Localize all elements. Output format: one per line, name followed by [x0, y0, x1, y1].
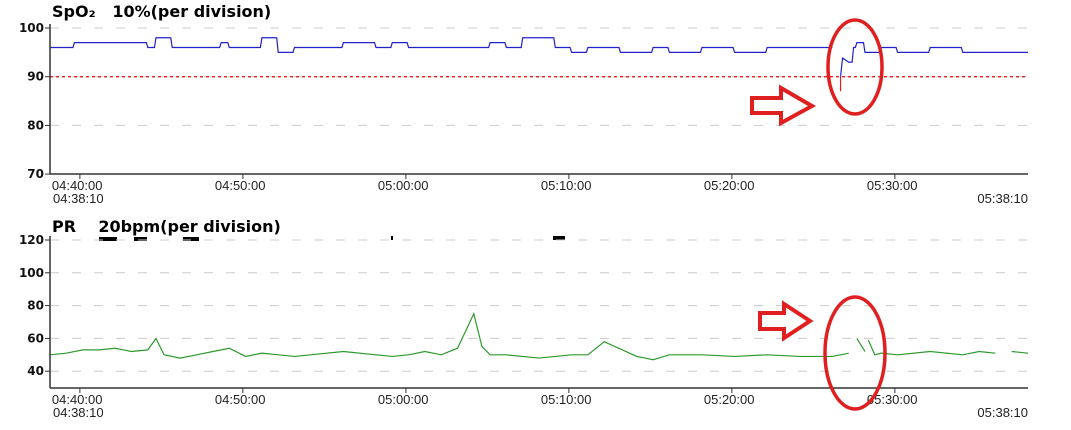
spo2-x-tick-label: 04:40:00	[52, 178, 103, 193]
pr-chart-panel: PR 20bpm(per division) 120 100 80 60 40 04:4…	[0, 215, 1071, 430]
spo2-x-tick-label: 05:00:00	[378, 178, 429, 193]
spo2-arrow-annotation	[750, 84, 817, 127]
pr-scale-label: 20bpm(per division)	[98, 217, 281, 236]
pr-y-tick-label: 40	[27, 364, 44, 378]
spo2-axes	[45, 24, 1028, 179]
spo2-param-label: SpO₂	[52, 2, 96, 21]
spo2-y-tick-label: 90	[27, 70, 44, 84]
pr-start-time: 04:38:10	[53, 405, 104, 420]
spo2-y-tick-label: 100	[19, 21, 44, 35]
spo2-x-tick-label: 05:30:00	[867, 178, 918, 193]
pr-axes	[45, 236, 1028, 393]
pr-gridlines	[50, 239, 1028, 372]
spo2-x-tick-label: 05:10:00	[541, 178, 592, 193]
pr-y-axis-labels: 120 100 80 60 40	[19, 233, 44, 378]
pr-trace	[49, 312, 1029, 361]
spo2-scale-label: 10%(per division)	[112, 2, 272, 21]
spo2-y-tick-label: 70	[27, 167, 44, 181]
spo2-end-time: 05:38:10	[977, 191, 1028, 206]
spo2-plot: 100 90 80 70 04:40:00 04:50:00 05:00:00 05:10:…	[19, 18, 1028, 206]
pr-arrow-annotation	[758, 300, 814, 342]
pr-x-tick-label: 05:00:00	[378, 392, 429, 407]
pr-y-tick-label: 80	[27, 299, 44, 313]
spo2-y-axis-labels: 100 90 80 70	[19, 21, 44, 181]
spo2-x-axis-labels: 04:40:00 04:50:00 05:00:00 05:10:00 05:20:00…	[52, 178, 1028, 206]
pr-x-axis-labels: 04:40:00 04:50:00 05:00:00 05:10:00 05:20:00…	[52, 392, 1028, 420]
spo2-chart-title: SpO₂ 10%(per division)	[52, 2, 271, 21]
pr-x-tick-label: 04:40:00	[52, 392, 103, 407]
pr-x-tick-label: 05:20:00	[704, 392, 755, 407]
spo2-chart-panel: SpO₂ 10%(per division) 100 90 80 70 04:40:0…	[19, 2, 1028, 206]
spo2-x-tick-label: 04:50:00	[215, 178, 266, 193]
spo2-y-tick-label: 80	[27, 118, 44, 132]
pr-chart-title: PR 20bpm(per division)	[52, 217, 281, 236]
pr-x-tick-label: 05:10:00	[541, 392, 592, 407]
spo2-ellipse-annotation	[826, 18, 884, 116]
pr-ellipse-annotation	[823, 295, 887, 411]
pr-plot: 120 100 80 60 40 04:40:00 04:50:00 05:00:00 05:…	[19, 233, 1029, 420]
spo2-x-tick-label: 05:20:00	[704, 178, 755, 193]
pr-x-tick-label: 05:30:00	[867, 392, 918, 407]
pr-y-tick-label: 120	[19, 233, 44, 247]
pr-y-tick-label: 60	[27, 331, 44, 345]
pr-y-tick-label: 100	[19, 266, 44, 280]
pr-end-time: 05:38:10	[977, 405, 1028, 420]
pr-param-label: PR	[52, 217, 77, 236]
pr-x-tick-label: 04:50:00	[215, 392, 266, 407]
pr-title-artifacts	[99, 236, 565, 241]
spo2-start-time: 04:38:10	[53, 191, 104, 206]
